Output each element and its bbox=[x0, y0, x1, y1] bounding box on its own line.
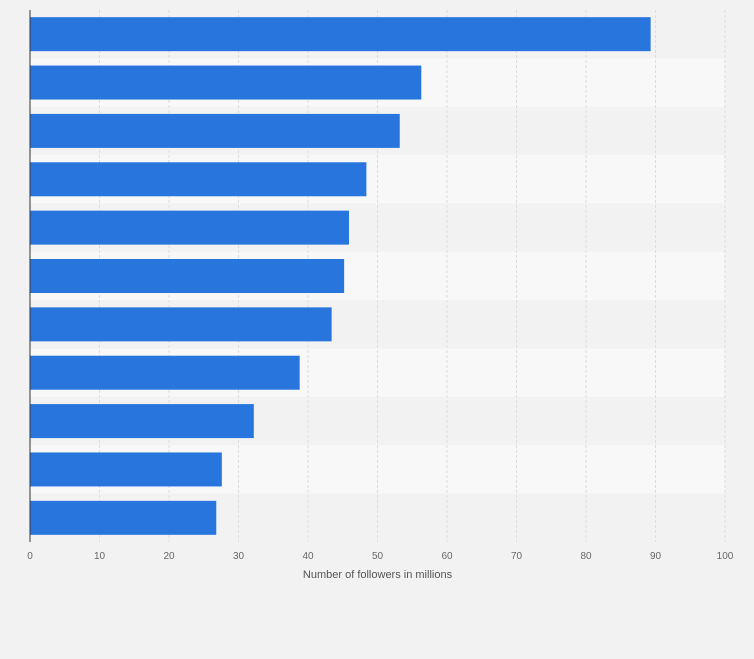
x-tick-label: 40 bbox=[302, 551, 314, 562]
x-tick-label: 90 bbox=[650, 551, 662, 562]
bar bbox=[30, 452, 222, 487]
x-tick-label: 70 bbox=[511, 551, 523, 562]
bar bbox=[30, 355, 300, 390]
bar bbox=[30, 259, 345, 293]
x-tick-label: 100 bbox=[717, 551, 734, 562]
bar bbox=[30, 65, 422, 100]
bar bbox=[30, 210, 350, 245]
bar bbox=[30, 113, 400, 148]
x-tick-label: 30 bbox=[233, 551, 245, 562]
bar bbox=[30, 162, 367, 197]
x-tick-label: 60 bbox=[441, 551, 453, 562]
x-axis-title: Number of followers in millions bbox=[303, 569, 453, 581]
bars bbox=[30, 17, 651, 535]
bar bbox=[30, 17, 651, 52]
x-tick-label: 20 bbox=[163, 551, 175, 562]
x-tick-labels: 0 10 20 30 40 50 60 70 80 90 100 bbox=[27, 551, 734, 562]
bar bbox=[30, 404, 254, 439]
x-tick-label: 10 bbox=[94, 551, 106, 562]
x-tick-label: 50 bbox=[372, 551, 384, 562]
x-tick-label: 80 bbox=[580, 551, 592, 562]
bar bbox=[30, 500, 217, 535]
bar bbox=[30, 307, 332, 342]
x-tick-label: 0 bbox=[27, 551, 33, 562]
